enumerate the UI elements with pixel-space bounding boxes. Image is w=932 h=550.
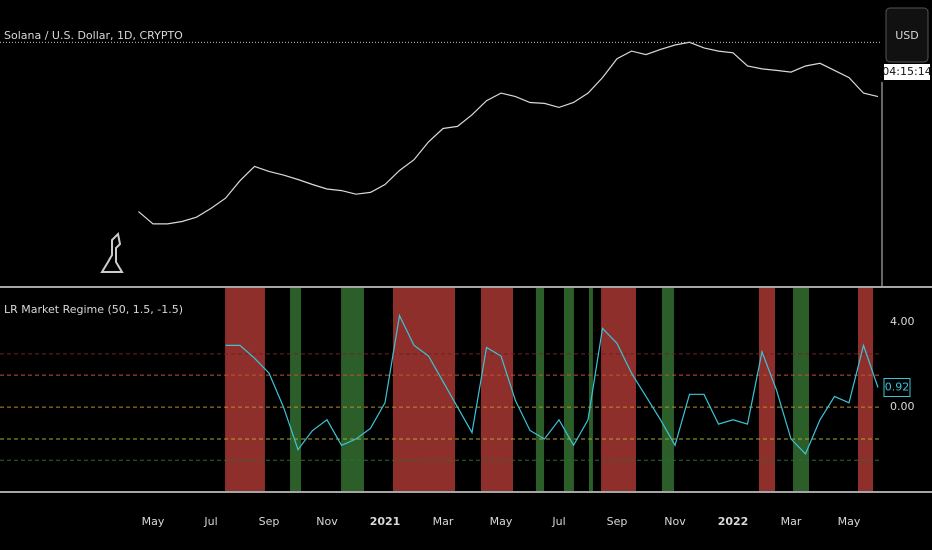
regime-band (480, 288, 514, 491)
x-tick-label: 2022 (718, 515, 749, 528)
regime-band (758, 288, 776, 491)
regime-band (225, 288, 265, 491)
regime-band (563, 288, 574, 491)
regime-band (793, 288, 809, 491)
x-tick-label: Sep (259, 515, 280, 528)
regime-band (535, 288, 545, 491)
x-tick-label: May (838, 515, 861, 528)
x-tick-label: Mar (781, 515, 802, 528)
regime-band (601, 288, 636, 491)
x-tick-label: Jul (203, 515, 217, 528)
regime-band (661, 288, 674, 491)
countdown-box (884, 64, 930, 80)
chart-title: Solana / U.S. Dollar, 1D, CRYPTO (4, 29, 183, 42)
regime-band (392, 288, 456, 491)
regime-band (341, 288, 364, 491)
x-tick-label: Sep (607, 515, 628, 528)
value-tag (883, 378, 911, 398)
currency-label: USD (895, 29, 919, 42)
x-tick-label: Nov (316, 515, 338, 528)
countdown: 04:15:14 (882, 65, 931, 78)
y-tick-label: 0.00 (890, 400, 915, 413)
y-tick-label: 4.00 (890, 315, 915, 328)
x-tick-label: May (142, 515, 165, 528)
currency-button[interactable] (885, 7, 929, 63)
logo (100, 231, 124, 273)
value-label: 0.92 (885, 381, 910, 394)
x-tick-label: Jul (551, 515, 565, 528)
indicator-title: LR Market Regime (50, 1.5, -1.5) (4, 303, 183, 316)
regime-band (589, 288, 593, 491)
x-tick-label: May (490, 515, 513, 528)
series-line (225, 313, 879, 455)
regime-band (290, 288, 302, 491)
regime-band (857, 288, 874, 491)
series-line (138, 41, 879, 225)
x-tick-label: Nov (664, 515, 686, 528)
x-tick-label: Mar (433, 515, 454, 528)
x-tick-label: 2021 (370, 515, 401, 528)
